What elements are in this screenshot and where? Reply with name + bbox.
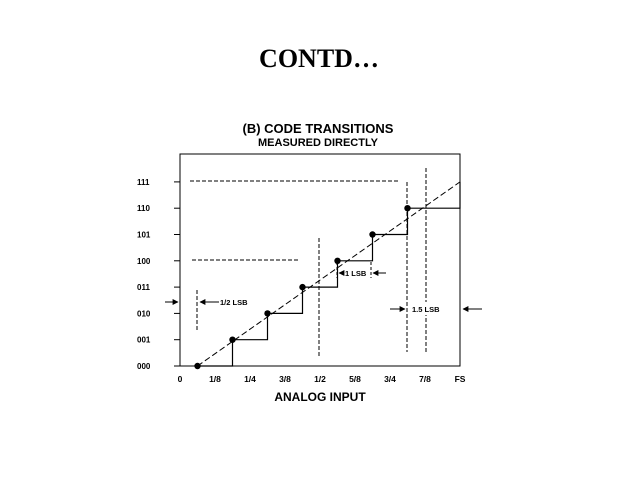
x-tick-label: 5/8	[349, 374, 361, 384]
x-tick-label: 7/8	[419, 374, 431, 384]
x-tick-label: 1/2	[314, 374, 326, 384]
y-tick-label: 110	[137, 204, 150, 213]
transition-point	[334, 257, 341, 264]
annotation-one-half-lsb: 1.5 LSB	[412, 305, 440, 314]
annotation-box	[410, 302, 452, 315]
annotation-one-lsb: 1 LSB	[345, 269, 367, 278]
x-tick-label: 3/8	[279, 374, 291, 384]
slide-title: CONTD…	[259, 44, 379, 73]
x-tick-label: 1/4	[244, 374, 256, 384]
x-tick-label: 1/8	[209, 374, 221, 384]
annotation-half-lsb: 1/2 LSB	[220, 298, 248, 307]
y-tick-label: 111	[137, 178, 150, 187]
transition-point	[369, 231, 376, 238]
chart-title: (B) CODE TRANSITIONS	[243, 121, 394, 136]
transition-point	[264, 310, 271, 317]
y-tick-label: 101	[137, 231, 151, 240]
plot-frame	[179, 153, 461, 367]
y-tick-label: 000	[137, 362, 151, 371]
transition-point	[404, 205, 411, 212]
y-tick-label: 010	[137, 309, 151, 318]
y-tick-label: 001	[137, 336, 151, 345]
y-tick-label: 100	[137, 257, 151, 266]
x-axis-label: ANALOG INPUT	[274, 390, 366, 404]
transition-point	[299, 283, 306, 291]
chart-subtitle: MEASURED DIRECTLY	[258, 137, 379, 149]
x-tick-label: FS	[455, 374, 466, 384]
x-tick-label: 3/4	[384, 374, 396, 384]
y-tick-label: 011	[137, 283, 150, 292]
ideal-transfer-line	[197, 181, 461, 367]
transition-point	[229, 336, 236, 343]
measured-staircase	[197, 181, 461, 367]
transition-point	[194, 362, 201, 370]
x-tick-label: 0	[178, 374, 183, 384]
